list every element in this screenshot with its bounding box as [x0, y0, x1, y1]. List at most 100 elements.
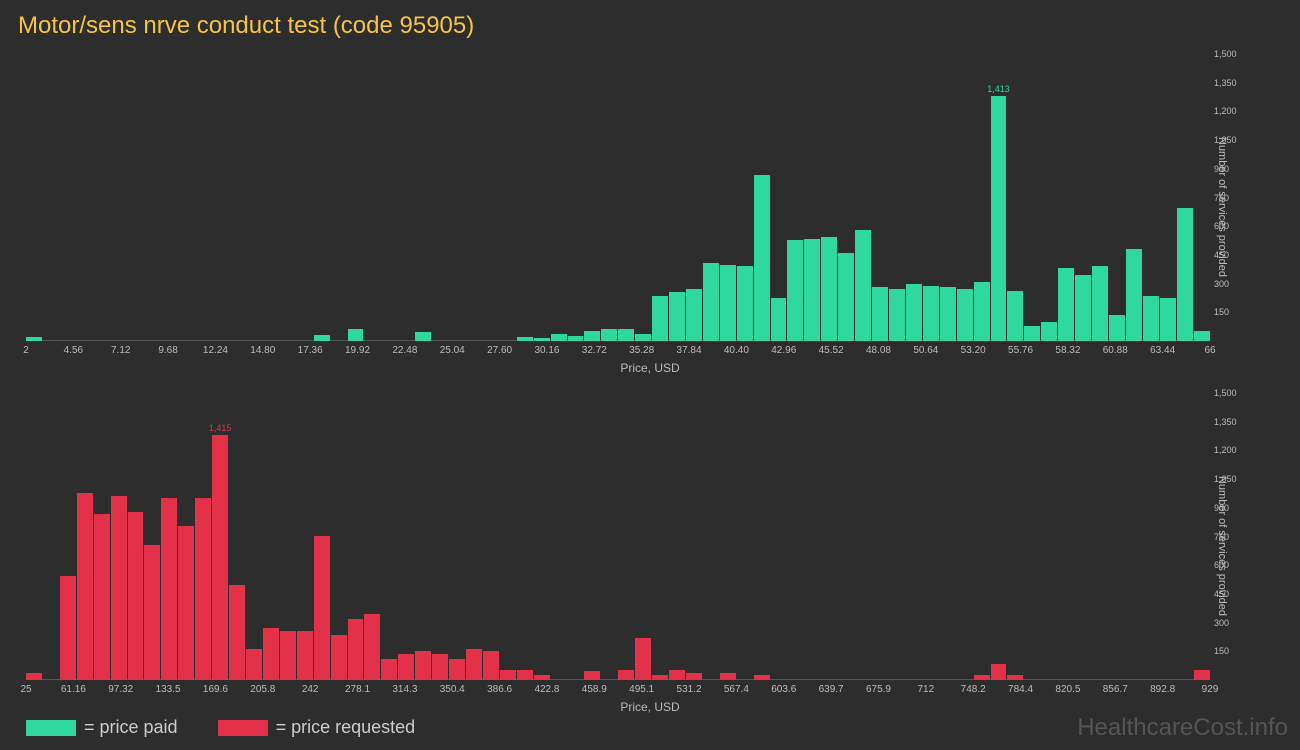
x-tick: 820.5	[1055, 684, 1080, 695]
x-tick: 53.20	[961, 345, 986, 356]
bar	[635, 334, 651, 341]
x-axis-label-requested: Price, USD	[0, 700, 1300, 714]
bar	[466, 649, 482, 680]
bar	[364, 614, 380, 680]
bar	[584, 671, 600, 680]
bar	[771, 298, 787, 341]
chart-paid: 1,413 24.567.129.6812.2414.8017.3619.922…	[26, 54, 1210, 359]
y-tick: 1,350	[1214, 78, 1237, 88]
x-tick: 50.64	[913, 345, 938, 356]
y-tick: 1,500	[1214, 49, 1237, 59]
swatch-requested	[218, 720, 268, 736]
bar	[974, 675, 990, 680]
x-tick: 929	[1202, 684, 1219, 695]
x-tick: 48.08	[866, 345, 891, 356]
x-axis-label-paid: Price, USD	[0, 361, 1300, 375]
bar	[348, 619, 364, 680]
bars-paid: 1,413	[26, 81, 1210, 341]
bar	[1194, 331, 1210, 341]
x-tick: 567.4	[724, 684, 749, 695]
x-tick: 784.4	[1008, 684, 1033, 695]
y-tick: 300	[1214, 618, 1229, 628]
y-tick: 1,200	[1214, 106, 1237, 116]
bar-max-label: 1,413	[987, 84, 1010, 94]
x-tick: 63.44	[1150, 345, 1175, 356]
bar	[111, 496, 127, 680]
x-tick: 531.2	[677, 684, 702, 695]
bar	[720, 265, 736, 341]
bar	[652, 296, 668, 341]
legend: = price paid = price requested	[26, 717, 415, 738]
bar: 1,413	[991, 96, 1007, 341]
x-tick: 30.16	[534, 345, 559, 356]
bar	[1075, 275, 1091, 341]
x-tick: 2	[23, 345, 29, 356]
x-tick: 19.92	[345, 345, 370, 356]
x-tick: 350.4	[440, 684, 465, 695]
x-tick: 639.7	[819, 684, 844, 695]
x-tick: 55.76	[1008, 345, 1033, 356]
bar	[855, 230, 871, 341]
bar	[77, 493, 93, 680]
y-tick: 150	[1214, 646, 1229, 656]
bar-max-label: 1,415	[209, 423, 232, 433]
bar	[940, 287, 956, 341]
x-tick: 242	[302, 684, 319, 695]
bar	[737, 266, 753, 341]
bar	[906, 284, 922, 341]
bar	[517, 670, 533, 680]
x-tick: 17.36	[298, 345, 323, 356]
x-tick: 58.32	[1055, 345, 1080, 356]
chart-requested: 1,415 2561.1697.32133.5169.6205.8242278.…	[26, 393, 1210, 698]
bar	[381, 659, 397, 680]
bar	[517, 337, 533, 341]
bar	[297, 631, 313, 680]
x-tick: 37.84	[677, 345, 702, 356]
bar	[26, 337, 42, 341]
bar	[1177, 208, 1193, 341]
bar	[60, 576, 76, 680]
x-tick: 22.48	[392, 345, 417, 356]
bar	[144, 545, 160, 680]
bar	[669, 670, 685, 680]
legend-label: = price requested	[276, 717, 416, 738]
bar	[534, 675, 550, 680]
bar	[669, 292, 685, 341]
bar	[432, 654, 448, 680]
bar	[195, 498, 211, 680]
x-tick: 133.5	[156, 684, 181, 695]
x-ticks: 2561.1697.32133.5169.6205.8242278.1314.3…	[26, 682, 1210, 698]
x-tick: 422.8	[534, 684, 559, 695]
bar	[618, 670, 634, 680]
bar	[94, 514, 110, 680]
x-tick: 9.68	[158, 345, 177, 356]
x-tick: 458.9	[582, 684, 607, 695]
bar	[1007, 675, 1023, 680]
bar	[415, 651, 431, 680]
x-tick: 205.8	[250, 684, 275, 695]
bar: 1,415	[212, 435, 228, 680]
bar	[1143, 296, 1159, 341]
bar	[534, 338, 550, 341]
swatch-paid	[26, 720, 76, 736]
bar	[415, 332, 431, 341]
bar	[483, 651, 499, 680]
x-tick: 25	[20, 684, 31, 695]
x-tick: 4.56	[64, 345, 83, 356]
bar	[754, 175, 770, 341]
x-tick: 61.16	[61, 684, 86, 695]
bar	[804, 239, 820, 341]
bar	[331, 635, 347, 680]
bar	[1058, 268, 1074, 341]
y-tick: 1,350	[1214, 417, 1237, 427]
bar	[1160, 298, 1176, 341]
x-tick: 748.2	[961, 684, 986, 695]
x-tick: 35.28	[629, 345, 654, 356]
x-tick: 60.88	[1103, 345, 1128, 356]
bar	[1109, 315, 1125, 341]
y-tick: 150	[1214, 307, 1229, 317]
bar	[314, 335, 330, 341]
bar	[161, 498, 177, 680]
bar	[991, 664, 1007, 680]
bar	[1007, 291, 1023, 341]
